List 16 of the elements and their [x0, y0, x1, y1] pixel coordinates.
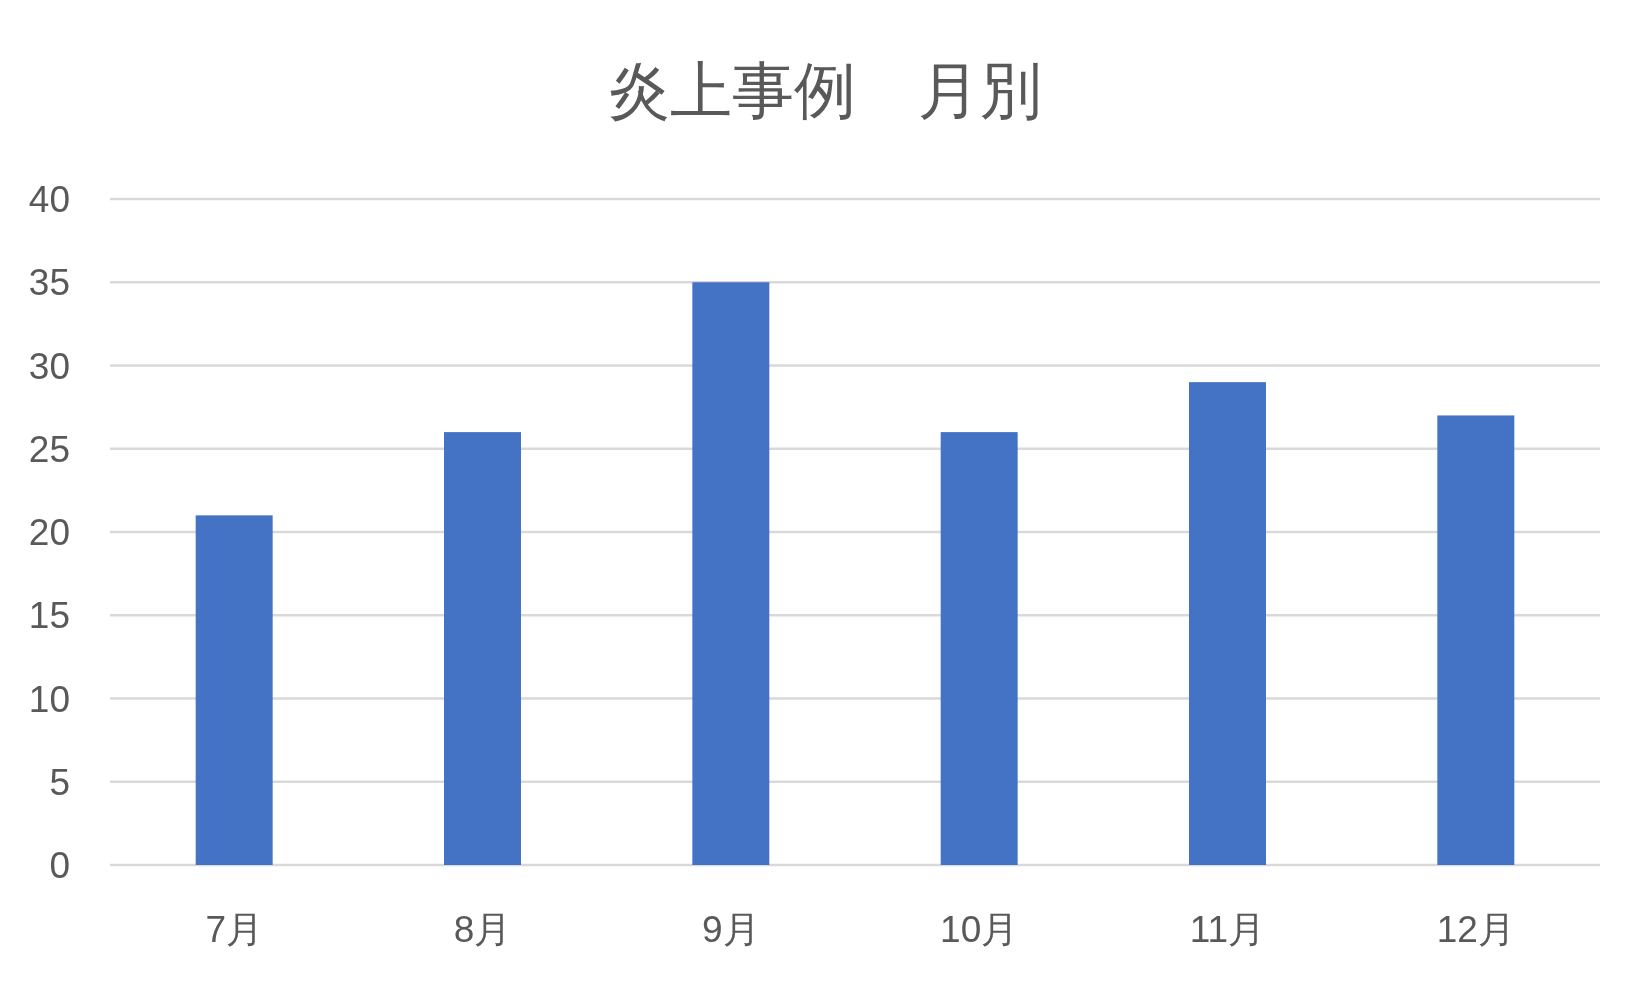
chart-title: 炎上事例 月別 [608, 56, 1042, 125]
x-tick-label: 7月 [205, 909, 263, 950]
y-tick-label: 25 [28, 428, 70, 470]
x-tick-label: 9月 [702, 909, 760, 950]
y-tick-label: 35 [28, 262, 70, 304]
y-tick-label: 30 [28, 345, 70, 387]
y-tick-label: 10 [28, 678, 70, 720]
y-tick-label: 15 [28, 595, 70, 637]
x-tick-label: 12月 [1436, 909, 1515, 950]
y-tick-label: 20 [28, 512, 70, 553]
y-tick-label: 5 [49, 761, 70, 803]
y-tick-label: 0 [49, 845, 70, 886]
y-tick-label: 40 [28, 179, 70, 220]
x-tick-label: 8月 [453, 909, 512, 950]
x-tick-label: 10月 [940, 909, 1019, 950]
x-tick-label: 11月 [1189, 909, 1266, 950]
